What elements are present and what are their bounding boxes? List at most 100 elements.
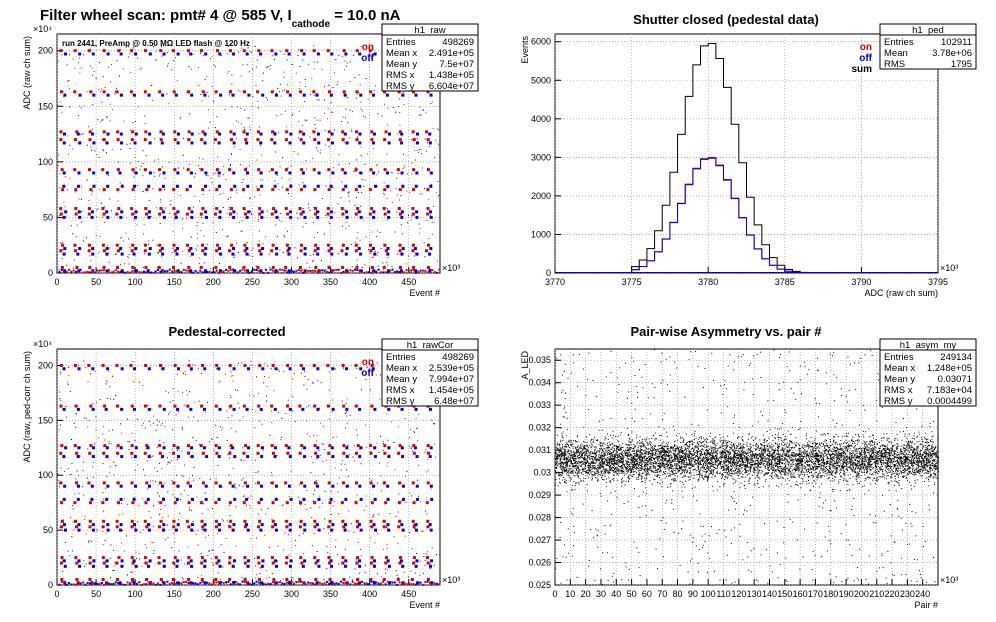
pair-point: [782, 467, 784, 469]
x-tick-label: 50: [91, 277, 101, 287]
pair-point: [848, 466, 850, 468]
noise-point: [150, 215, 152, 217]
baseline-point: [241, 580, 244, 583]
level-point-on: [383, 138, 387, 142]
noise-point: [378, 451, 380, 453]
noise-point: [400, 500, 402, 502]
noise-point: [152, 239, 154, 241]
pair-point: [646, 441, 648, 443]
level-point-on: [370, 501, 374, 505]
noise-point: [187, 546, 189, 548]
noise-point: [251, 409, 253, 411]
noise-point: [328, 221, 330, 223]
pair-point: [813, 470, 815, 472]
noise-point: [91, 194, 93, 196]
baseline-point: [260, 581, 263, 584]
level-point-off: [429, 446, 433, 450]
level-point-off: [120, 210, 124, 214]
level-point-off: [345, 367, 349, 371]
noise-point: [351, 111, 353, 113]
noise-point: [427, 469, 429, 471]
pair-point: [633, 462, 635, 464]
noise-point: [386, 465, 388, 467]
level-point-off: [428, 455, 432, 459]
level-point-off: [91, 564, 95, 568]
noise-point: [315, 93, 317, 95]
noise-point: [351, 131, 353, 133]
level-point-on: [271, 188, 275, 192]
level-point-off: [330, 564, 334, 568]
level-point-off: [274, 484, 278, 488]
pair-point: [670, 466, 672, 468]
pair-point: [668, 453, 670, 455]
noise-point: [249, 504, 251, 506]
noise-point: [157, 501, 159, 503]
noise-point: [243, 127, 245, 129]
level-point-on: [116, 451, 120, 455]
pair-point: [707, 476, 709, 478]
baseline-point: [363, 582, 366, 585]
noise-point: [63, 470, 65, 472]
level-point-on: [59, 130, 63, 134]
level-point-off: [316, 446, 320, 450]
level-point-on: [368, 212, 372, 216]
noise-point: [377, 113, 379, 115]
noise-point: [186, 92, 188, 94]
pair-point: [936, 469, 938, 471]
level-point-on: [270, 212, 274, 216]
noise-point: [281, 177, 283, 179]
noise-point: [89, 65, 91, 67]
noise-point: [90, 373, 92, 375]
baseline-point: [168, 268, 171, 271]
noise-point: [179, 194, 181, 196]
level-point-off: [217, 247, 221, 251]
level-point-on: [326, 138, 330, 142]
noise-point: [274, 180, 276, 182]
baseline-point: [110, 583, 113, 586]
level-point-on: [271, 363, 275, 367]
level-point-off: [373, 446, 377, 450]
noise-point: [376, 442, 378, 444]
level-point-on: [159, 363, 163, 367]
level-point-on: [117, 501, 121, 505]
noise-point: [174, 564, 176, 566]
noise-point: [209, 478, 211, 480]
noise-point: [364, 572, 366, 574]
noise-point: [237, 106, 239, 108]
pair-point: [894, 444, 896, 446]
noise-point: [278, 369, 280, 371]
level-point-off: [316, 52, 320, 56]
noise-point: [358, 522, 360, 524]
level-point-off: [119, 132, 123, 136]
pair-point: [692, 440, 694, 442]
noise-point: [231, 375, 233, 377]
level-point-on: [229, 188, 233, 192]
level-point-on: [116, 188, 120, 192]
level-point-off: [162, 559, 166, 563]
noise-point: [348, 225, 350, 227]
level-point-on: [298, 265, 302, 269]
noise-point: [357, 541, 359, 543]
noise-point: [414, 159, 416, 161]
noise-point: [59, 215, 61, 217]
pair-point: [891, 462, 893, 464]
noise-point: [347, 191, 349, 193]
level-point-off: [245, 141, 249, 145]
level-point-on: [115, 90, 119, 94]
level-point-off: [287, 581, 291, 585]
pair-point: [649, 466, 651, 468]
level-point-off: [343, 132, 347, 136]
noise-point: [108, 261, 110, 263]
noise-point: [397, 426, 399, 428]
baseline-point: [396, 270, 399, 273]
pair-point: [736, 447, 738, 449]
noise-point: [230, 153, 232, 155]
level-point-on: [101, 556, 105, 560]
pair-point: [886, 446, 888, 448]
level-point-off: [400, 407, 404, 411]
baseline-point: [206, 581, 209, 584]
pair-point: [627, 456, 629, 458]
level-point-off: [92, 93, 96, 97]
level-point-on: [200, 519, 204, 523]
noise-point: [361, 178, 363, 180]
